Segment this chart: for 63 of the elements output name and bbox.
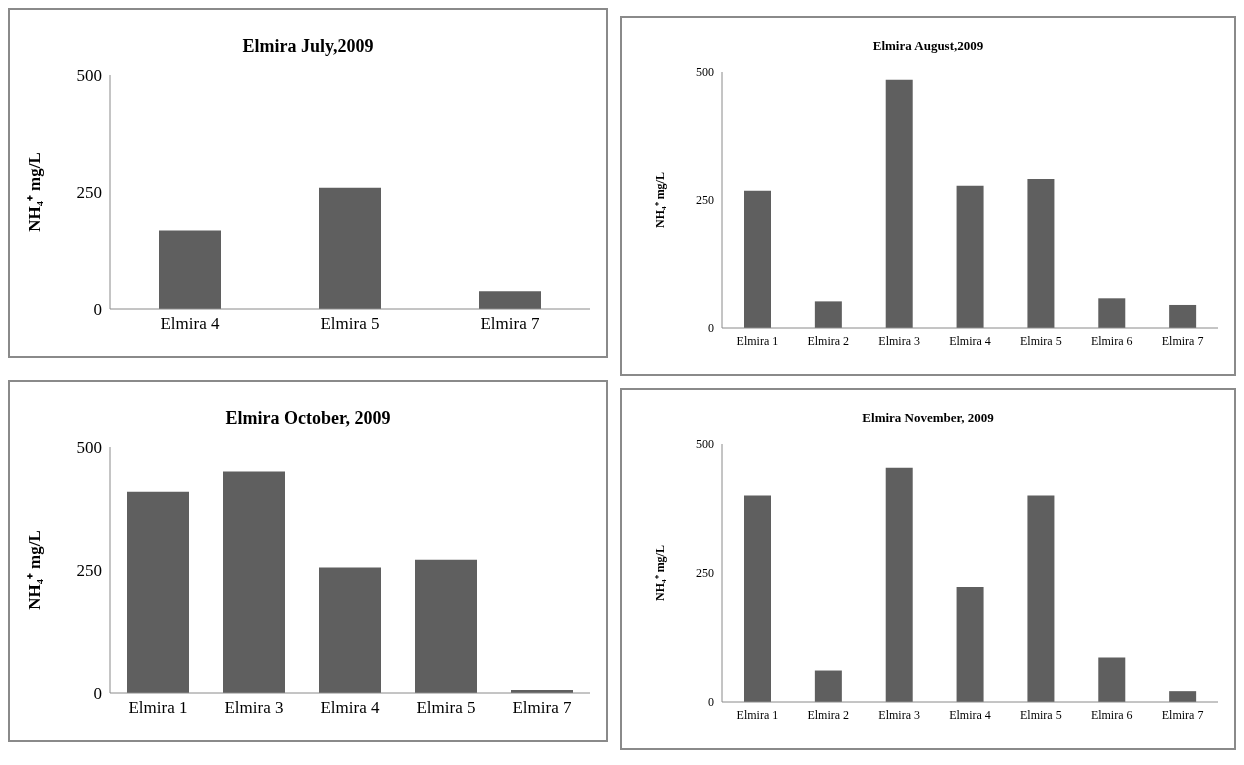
x-tick-label: Elmira 7 [1161,707,1204,722]
y-tick-label: 0 [93,684,102,704]
bar [319,567,381,693]
y-axis-title: NH₄⁺ mg/L [25,152,45,232]
x-tick-label: Elmira 1 [128,698,188,718]
x-tick-label: Elmira 5 [416,698,476,718]
bar [814,301,842,328]
x-tick-label: Elmira 4 [160,314,220,334]
x-tick-label: Elmira 4 [320,698,380,718]
bar [1027,179,1055,328]
x-tick-label: Elmira 5 [1020,707,1062,722]
y-tick-label: 250 [696,566,714,581]
x-tick-label: Elmira 3 [878,707,920,722]
bar [127,491,189,693]
y-tick-label: 250 [76,561,102,581]
chart-title: Elmira November, 2009 [861,410,995,426]
bar [415,559,477,693]
x-tick-label: Elmira 7 [1161,333,1204,348]
bar [319,187,381,309]
chart-title: Elmira August,2009 [871,38,985,54]
bar [1027,495,1055,702]
x-tick-label: Elmira 6 [1090,707,1133,722]
x-tick-label: Elmira 5 [320,314,380,334]
bar [814,670,842,702]
bar [885,79,913,328]
y-tick-label: 250 [696,193,714,208]
chart-title: Elmira July,2009 [241,36,375,57]
bar [1169,691,1197,702]
x-tick-label: Elmira 7 [480,314,540,334]
bar [956,586,984,702]
bar [885,467,913,702]
x-tick-label: Elmira 5 [1020,333,1062,348]
bar [159,230,221,309]
x-tick-label: Elmira 4 [949,707,991,722]
bar [1169,304,1197,328]
chart-title: Elmira October, 2009 [224,408,392,429]
y-tick-label: 500 [76,438,102,458]
x-tick-label: Elmira 7 [512,698,572,718]
y-axis-title: NH₄⁺ mg/L [25,530,45,610]
x-tick-label: Elmira 3 [878,333,920,348]
x-tick-label: Elmira 3 [224,698,284,718]
y-tick-label: 500 [76,66,102,86]
bar [223,471,285,693]
x-tick-label: Elmira 2 [807,333,850,348]
bar [744,495,771,702]
y-tick-label: 250 [76,183,102,203]
y-tick-label: 500 [696,437,714,452]
y-tick-label: 0 [708,695,714,710]
x-tick-label: Elmira 2 [807,707,850,722]
x-tick-label: Elmira 6 [1090,333,1133,348]
bar [1098,657,1126,702]
y-axis-title: NH₄⁺ mg/L [653,545,668,601]
y-axis-title: NH₄⁺ mg/L [653,172,668,228]
x-tick-label: Elmira 1 [736,333,779,348]
x-tick-label: Elmira 1 [736,707,779,722]
bar [1098,298,1126,328]
x-tick-label: Elmira 4 [949,333,991,348]
bar [956,185,984,328]
y-tick-label: 0 [93,300,102,320]
y-tick-label: 0 [708,321,714,336]
y-tick-label: 500 [696,65,714,80]
bar [744,190,771,328]
bar [479,291,541,309]
